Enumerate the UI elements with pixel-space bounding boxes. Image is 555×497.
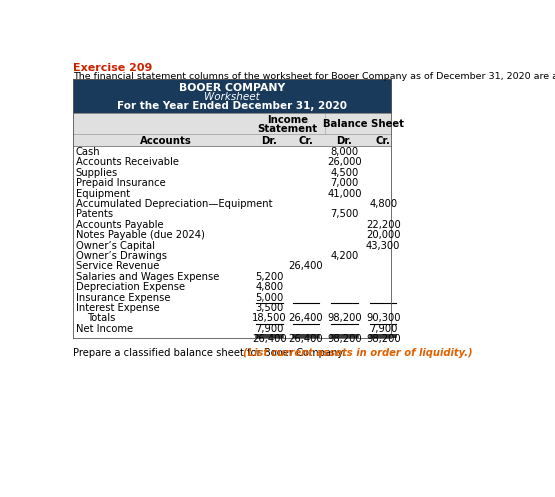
Text: Dr.: Dr. bbox=[261, 136, 278, 146]
FancyBboxPatch shape bbox=[73, 134, 391, 146]
Text: Owner’s Capital: Owner’s Capital bbox=[75, 241, 155, 250]
Text: Insurance Expense: Insurance Expense bbox=[75, 293, 170, 303]
Text: 26,400: 26,400 bbox=[289, 261, 323, 271]
Text: 7,000: 7,000 bbox=[330, 178, 359, 188]
Text: 4,500: 4,500 bbox=[330, 168, 359, 178]
Text: 4,800: 4,800 bbox=[369, 199, 397, 209]
Text: 22,200: 22,200 bbox=[366, 220, 401, 230]
Text: 4,200: 4,200 bbox=[330, 251, 359, 261]
Text: 26,400: 26,400 bbox=[252, 334, 286, 344]
Text: 43,300: 43,300 bbox=[366, 241, 401, 250]
Text: Dr.: Dr. bbox=[336, 136, 352, 146]
Text: 90,300: 90,300 bbox=[366, 313, 401, 324]
Text: Service Revenue: Service Revenue bbox=[75, 261, 159, 271]
Text: Prepare a classified balance sheet for Booer Company.: Prepare a classified balance sheet for B… bbox=[73, 347, 349, 358]
Text: 26,400: 26,400 bbox=[289, 334, 323, 344]
Text: Cr.: Cr. bbox=[376, 136, 391, 146]
Text: 20,000: 20,000 bbox=[366, 230, 401, 240]
Text: 26,000: 26,000 bbox=[327, 158, 362, 167]
Text: Balance Sheet: Balance Sheet bbox=[324, 119, 405, 129]
Text: The financial statement columns of the worksheet for Booer Company as of Decembe: The financial statement columns of the w… bbox=[73, 72, 555, 81]
Text: Exercise 209: Exercise 209 bbox=[73, 64, 153, 74]
Text: 7,500: 7,500 bbox=[330, 209, 359, 219]
Text: Worksheet: Worksheet bbox=[204, 92, 260, 102]
Text: Accounts Payable: Accounts Payable bbox=[75, 220, 163, 230]
Text: 98,200: 98,200 bbox=[327, 334, 362, 344]
Text: Statement: Statement bbox=[258, 124, 317, 134]
Text: Accumulated Depreciation—Equipment: Accumulated Depreciation—Equipment bbox=[75, 199, 272, 209]
Text: Salaries and Wages Expense: Salaries and Wages Expense bbox=[75, 272, 219, 282]
Text: Accounts Receivable: Accounts Receivable bbox=[75, 158, 179, 167]
Text: Accounts: Accounts bbox=[139, 136, 191, 146]
Text: 8,000: 8,000 bbox=[330, 147, 359, 157]
Text: 18,500: 18,500 bbox=[252, 313, 286, 324]
Text: Equipment: Equipment bbox=[75, 189, 130, 199]
Text: 98,200: 98,200 bbox=[327, 313, 362, 324]
Text: 7,900: 7,900 bbox=[255, 324, 284, 334]
Text: 5,200: 5,200 bbox=[255, 272, 284, 282]
Text: (List current assets in order of liquidity.): (List current assets in order of liquidi… bbox=[243, 347, 472, 358]
Text: Net Income: Net Income bbox=[75, 324, 133, 334]
Text: 41,000: 41,000 bbox=[327, 189, 362, 199]
Text: Depreciation Expense: Depreciation Expense bbox=[75, 282, 185, 292]
Text: Cr.: Cr. bbox=[299, 136, 313, 146]
Text: 7,900: 7,900 bbox=[369, 324, 397, 334]
Text: 5,000: 5,000 bbox=[255, 293, 284, 303]
Text: Cash: Cash bbox=[75, 147, 100, 157]
Text: Supplies: Supplies bbox=[75, 168, 118, 178]
Text: Totals: Totals bbox=[87, 313, 115, 324]
Text: 98,200: 98,200 bbox=[366, 334, 401, 344]
Text: BOOER COMPANY: BOOER COMPANY bbox=[179, 83, 285, 93]
Text: 3,500: 3,500 bbox=[255, 303, 284, 313]
Text: Owner’s Drawings: Owner’s Drawings bbox=[75, 251, 166, 261]
Text: For the Year Ended December 31, 2020: For the Year Ended December 31, 2020 bbox=[117, 101, 347, 111]
Text: Patents: Patents bbox=[75, 209, 113, 219]
Text: Interest Expense: Interest Expense bbox=[75, 303, 159, 313]
Text: Prepaid Insurance: Prepaid Insurance bbox=[75, 178, 165, 188]
FancyBboxPatch shape bbox=[73, 79, 391, 113]
FancyBboxPatch shape bbox=[73, 113, 391, 134]
Text: Income: Income bbox=[267, 115, 308, 125]
Text: 4,800: 4,800 bbox=[255, 282, 284, 292]
Text: Notes Payable (due 2024): Notes Payable (due 2024) bbox=[75, 230, 204, 240]
Text: 26,400: 26,400 bbox=[289, 313, 323, 324]
